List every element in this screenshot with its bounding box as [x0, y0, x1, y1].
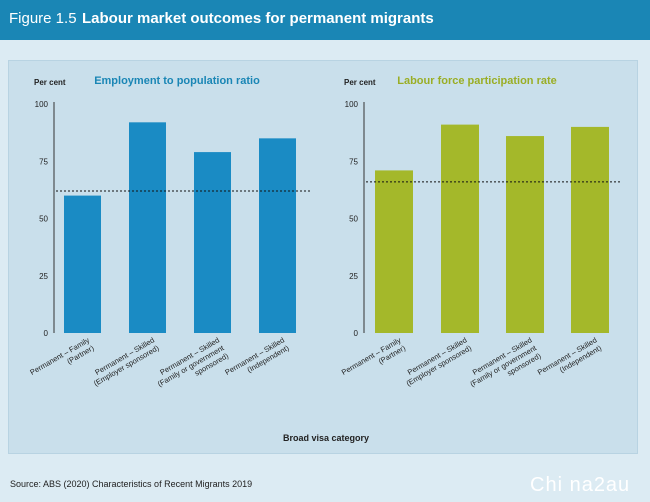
x-tick-label: Permanent – Family(Partner)	[28, 335, 96, 376]
chart-participation: Per cent Labour force participation rate…	[340, 75, 622, 389]
x-tick-label: Permanent – Skilled(Employer sponsored)	[92, 336, 161, 388]
bar-2	[129, 122, 166, 333]
bar-3	[194, 152, 231, 333]
y-tick-label: 0	[354, 329, 359, 338]
x-tick-label: Permanent – Family(Partner)	[340, 335, 408, 376]
bar-4	[259, 138, 296, 333]
chart1-title: Employment to population ratio	[94, 75, 260, 87]
y-tick-label: 50	[39, 215, 48, 224]
figure-title: Labour market outcomes for permanent mig…	[82, 10, 434, 27]
figure-label: Figure 1.5	[9, 10, 77, 27]
chart-employment: Per cent Employment to population ratio …	[28, 75, 310, 389]
chart2-title: Labour force participation rate	[397, 75, 557, 87]
x-axis-title: Broad visa category	[283, 433, 369, 443]
y-tick-label: 25	[39, 272, 48, 281]
bar-3	[506, 136, 544, 333]
bar-1	[64, 195, 101, 333]
y-tick-label: 25	[349, 272, 358, 281]
y-tick-label: 0	[44, 329, 49, 338]
x-tick-label: Permanent – Skilled(Family or government…	[469, 336, 543, 389]
watermark-text: Chi na2au	[530, 474, 631, 496]
y-tick-label: 75	[349, 157, 358, 166]
figure-header: Figure 1.5 Labour market outcomes for pe…	[0, 0, 650, 40]
y-tick-label: 75	[39, 157, 48, 166]
x-tick-label: Permanent – Skilled(Independent)	[223, 336, 291, 377]
y-tick-label: 50	[349, 215, 358, 224]
chart1-ylabel: Per cent	[34, 78, 66, 87]
source-note: Source: ABS (2020) Characteristics of Re…	[10, 479, 253, 489]
y-tick-label: 100	[35, 100, 49, 109]
y-tick-label: 100	[345, 100, 359, 109]
x-tick-label: Permanent – Skilled(Independent)	[536, 336, 604, 377]
bar-1	[375, 170, 413, 333]
bar-4	[571, 126, 609, 334]
x-tick-label: Permanent – Skilled(Employer sponsored)	[405, 336, 474, 388]
x-tick-label: Permanent – Skilled(Family or government…	[156, 336, 230, 389]
chart2-ylabel: Per cent	[344, 78, 376, 87]
bar-2	[441, 124, 479, 333]
